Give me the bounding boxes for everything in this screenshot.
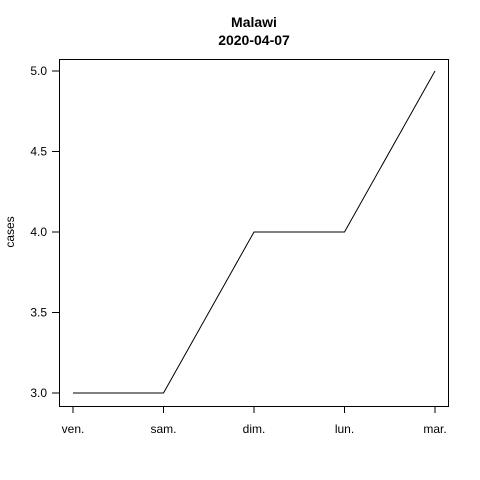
y-tick-label: 3.5	[30, 306, 47, 320]
x-tick-label: mar.	[423, 422, 446, 436]
x-axis: ven. sam. dim. lun. mar.	[62, 406, 447, 436]
series-line	[73, 70, 436, 394]
series-layer	[73, 70, 436, 394]
x-tick-label: dim.	[243, 422, 266, 436]
chart-title: Malawi	[231, 14, 277, 30]
x-tick-label: sam.	[150, 422, 176, 436]
y-axis: 3.0 3.5 4.0 4.5 5.0	[30, 64, 60, 400]
y-axis-label: cases	[3, 216, 17, 247]
y-tick-label: 5.0	[30, 64, 47, 78]
y-tick-label: 4.0	[30, 225, 47, 239]
y-tick-label: 3.0	[30, 386, 47, 400]
chart-subtitle: 2020-04-07	[218, 32, 290, 48]
x-tick-label: lun.	[335, 422, 354, 436]
y-tick-label: 4.5	[30, 145, 47, 159]
x-tick-label: ven.	[62, 422, 85, 436]
